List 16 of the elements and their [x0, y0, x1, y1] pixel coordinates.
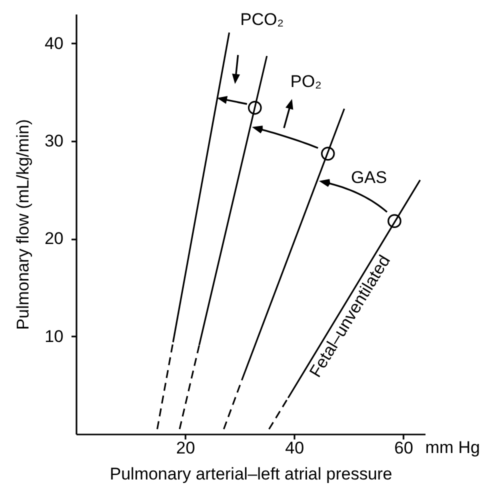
x-tick-label: 20	[176, 438, 196, 458]
y-tick-label: 40	[44, 34, 64, 53]
point	[321, 146, 335, 161]
text: mm Hg	[425, 438, 480, 457]
y-axis-title: Pulmonary flow (mL/kg/min)	[14, 119, 33, 330]
annotation: PO₂	[290, 72, 322, 91]
x-axis-title: Pulmonary arterial–left atrial pressure	[110, 464, 392, 484]
point	[248, 100, 262, 115]
point	[388, 214, 402, 228]
x-tick-label: 60	[394, 438, 414, 458]
y-tick-label: 10	[44, 326, 64, 346]
annotation: PCO₂	[240, 10, 284, 29]
annotation: GAS	[351, 168, 387, 187]
y-tick-label: 20	[44, 229, 64, 248]
x-tick-label: 40	[285, 438, 304, 458]
y-tick-label: 30	[44, 131, 64, 150]
